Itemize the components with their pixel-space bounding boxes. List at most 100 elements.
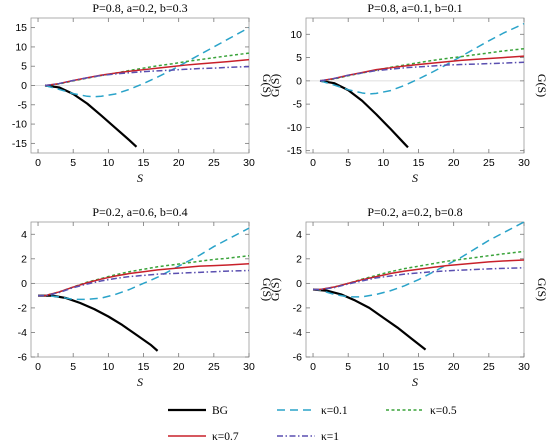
y-tick-label: -6	[18, 352, 27, 364]
series-line-5	[44, 65, 250, 87]
y-tick-label: -15	[287, 145, 302, 157]
y-tick-label: 5	[21, 61, 27, 73]
x-axis-label: S	[412, 375, 418, 389]
plot-frame	[305, 17, 525, 154]
x-tick-label: 25	[483, 361, 495, 373]
series-line-1	[319, 79, 409, 149]
x-tick-label: 10	[378, 157, 390, 169]
y-axis-label: G(S)	[268, 74, 282, 97]
y-tick-label: 2	[296, 253, 302, 265]
chart-title: P=0.2, a=0.2, b=0.8	[367, 205, 462, 219]
x-tick-label: 30	[243, 361, 255, 373]
x-tick-label: 0	[35, 157, 41, 169]
y-tick-label: 10	[15, 41, 27, 53]
series-line-5	[313, 267, 525, 291]
x-axis-label: S	[137, 171, 143, 185]
legend: BG κ=0.1 κ=0.5 κ=0.7 κ=1	[168, 405, 457, 443]
legend-item-4: κ=0.7	[168, 431, 239, 443]
y-tick-label: -5	[18, 99, 27, 111]
series-line-4	[38, 262, 250, 297]
legend-label: κ=0.1	[321, 405, 348, 417]
x-tick-label: 5	[345, 361, 351, 373]
y-tick-label: -4	[18, 327, 27, 339]
series-line-3	[38, 255, 250, 297]
x-tick-label: 0	[310, 361, 316, 373]
series-line-5	[38, 269, 250, 297]
x-tick-label: 20	[173, 361, 185, 373]
chart-panel-3: 0 5 10 15 20 25 30 -6 -4 -2 0 2 4 P=0.2, a=0.6, b=0.4…	[18, 205, 274, 389]
series-line-4	[313, 259, 525, 291]
y-tick-label: 0	[296, 278, 302, 290]
series-line-2	[44, 26, 250, 98]
chart-panel-2: 0 5 10 15 20 25 30 -15 -10 -5 0 5 10 P=0.8, a=0.1, b=…	[268, 1, 549, 185]
series-line-2	[319, 22, 525, 95]
y-tick-label: 2	[21, 253, 27, 265]
x-tick-label: 20	[448, 157, 460, 169]
series-line-1	[38, 294, 159, 352]
plot-frame	[30, 221, 250, 358]
x-tick-label: 30	[518, 361, 530, 373]
x-tick-label: 15	[413, 157, 425, 169]
x-tick-label: 30	[518, 157, 530, 169]
chart-title: P=0.2, a=0.6, b=0.4	[92, 205, 187, 219]
series-line-1	[312, 288, 427, 351]
y-axis-label-right: G(S)	[535, 278, 549, 301]
y-tick-label: -15	[12, 138, 27, 150]
y-axis-label-right: G(S)	[535, 74, 549, 97]
legend-label: κ=0.7	[212, 431, 239, 443]
legend-item-3: κ=0.5	[386, 405, 457, 417]
y-tick-label: 5	[296, 52, 302, 64]
legend-label: κ=0.5	[430, 405, 457, 417]
x-tick-label: 5	[70, 157, 76, 169]
chart-panel-1: 0 5 10 15 20 25 30 -15 -10 -5 0 5 10 15 P=0.8, a=0.2, …	[12, 1, 274, 185]
y-tick-label: 10	[290, 29, 302, 41]
x-tick-label: 10	[103, 157, 115, 169]
plot-frame	[305, 221, 525, 358]
y-axis-label-right: G(S)	[260, 74, 274, 97]
y-tick-label: -5	[293, 99, 302, 111]
series-line-4	[44, 58, 250, 87]
chart-title: P=0.8, a=0.2, b=0.3	[92, 1, 187, 15]
series-line-1	[44, 84, 138, 148]
x-tick-label: 10	[103, 361, 115, 373]
y-tick-label: 0	[21, 278, 27, 290]
y-axis-label: G(S)	[268, 278, 282, 301]
x-tick-label: 20	[173, 157, 185, 169]
x-axis-label: S	[137, 375, 143, 389]
x-tick-label: 30	[243, 157, 255, 169]
legend-item-1: BG	[168, 405, 228, 417]
series-line-5	[319, 61, 525, 82]
y-tick-label: 4	[296, 229, 302, 241]
x-tick-label: 15	[138, 157, 150, 169]
y-tick-label: 0	[296, 75, 302, 87]
y-axis-label-right: G(S)	[260, 278, 274, 301]
x-tick-label: 0	[310, 157, 316, 169]
chart-panel-4: 0 5 10 15 20 25 30 -6 -4 -2 0 2 4 P=0.2, a=0.2, b=0.8…	[268, 205, 549, 389]
series-line-2	[312, 221, 525, 298]
legend-item-5: κ=1	[277, 431, 339, 443]
x-tick-label: 15	[138, 361, 150, 373]
y-tick-label: -2	[18, 302, 27, 314]
x-tick-label: 20	[448, 361, 460, 373]
legend-label: κ=1	[321, 431, 339, 443]
chart-title: P=0.8, a=0.1, b=0.1	[367, 1, 462, 15]
x-tick-label: 5	[70, 361, 76, 373]
series-line-2	[38, 227, 250, 301]
legend-label: BG	[212, 405, 228, 417]
y-tick-label: 15	[15, 22, 27, 34]
series-line-4	[319, 55, 525, 82]
x-tick-label: 5	[345, 157, 351, 169]
x-tick-label: 25	[208, 361, 220, 373]
x-tick-label: 25	[208, 157, 220, 169]
y-tick-label: -10	[287, 122, 302, 134]
x-tick-label: 10	[378, 361, 390, 373]
y-tick-label: -10	[12, 119, 27, 131]
x-tick-label: 15	[413, 361, 425, 373]
y-tick-label: 0	[21, 80, 27, 92]
y-tick-label: -2	[293, 302, 302, 314]
y-tick-label: -6	[293, 352, 302, 364]
x-tick-label: 25	[483, 157, 495, 169]
legend-item-2: κ=0.1	[277, 405, 348, 417]
x-tick-label: 0	[35, 361, 41, 373]
